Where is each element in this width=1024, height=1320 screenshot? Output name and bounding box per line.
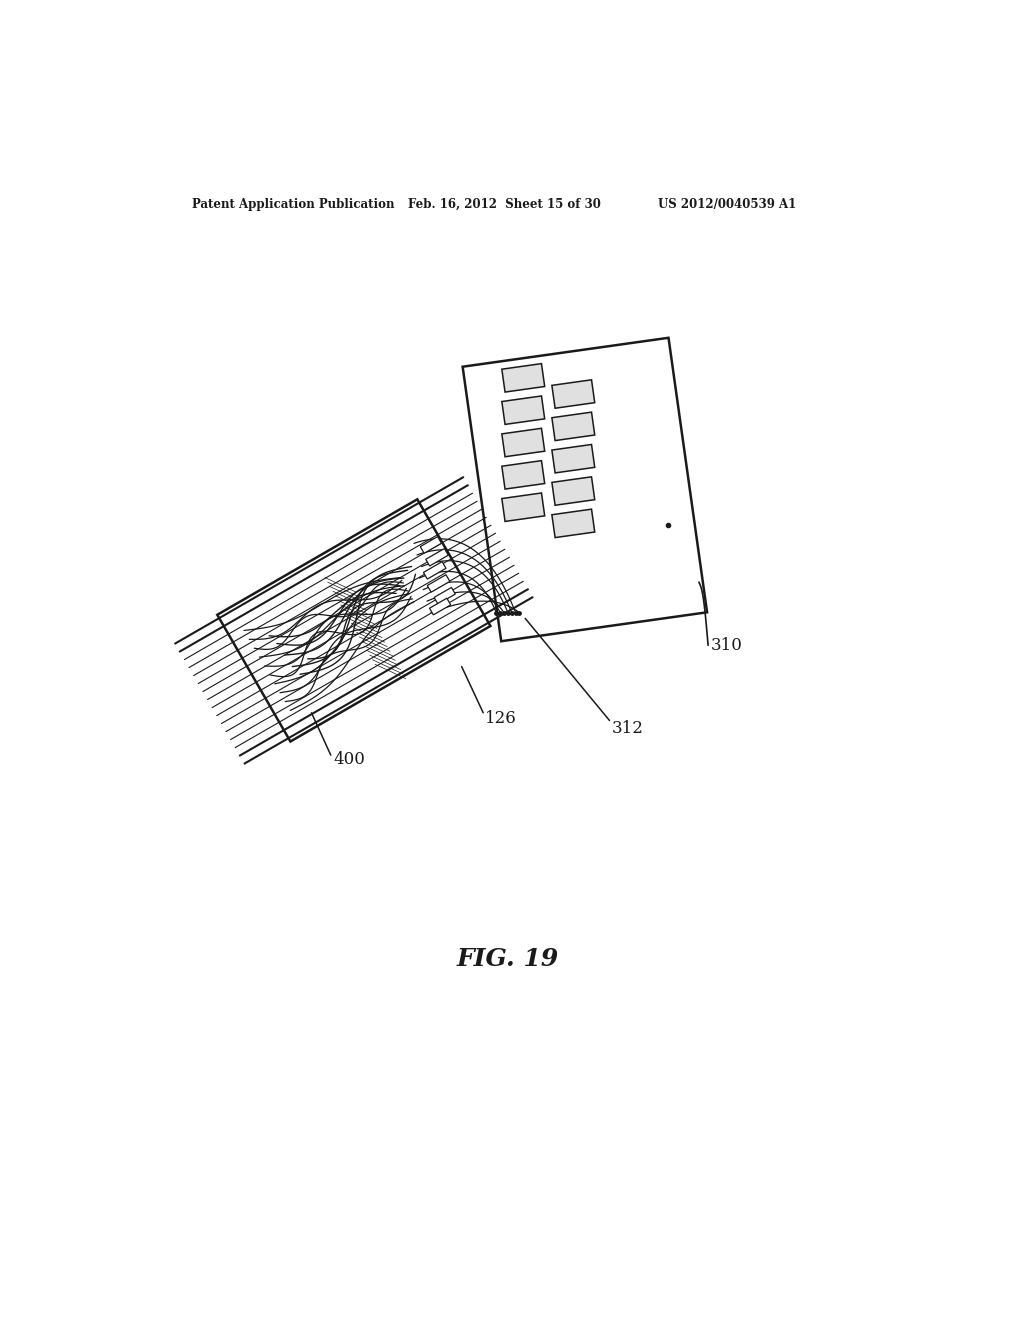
Text: FIG. 19: FIG. 19 — [457, 948, 559, 972]
Polygon shape — [427, 574, 450, 593]
Polygon shape — [502, 492, 545, 521]
Polygon shape — [429, 598, 451, 615]
Polygon shape — [502, 428, 545, 457]
Polygon shape — [463, 338, 708, 642]
Polygon shape — [552, 510, 595, 537]
Polygon shape — [426, 549, 449, 566]
Polygon shape — [502, 461, 545, 490]
Polygon shape — [434, 587, 456, 605]
Polygon shape — [217, 499, 490, 742]
Text: US 2012/0040539 A1: US 2012/0040539 A1 — [658, 198, 797, 211]
Text: 400: 400 — [333, 751, 365, 768]
Text: 310: 310 — [711, 638, 742, 655]
Text: Feb. 16, 2012  Sheet 15 of 30: Feb. 16, 2012 Sheet 15 of 30 — [408, 198, 601, 211]
Polygon shape — [552, 412, 595, 441]
Text: 312: 312 — [611, 719, 644, 737]
Polygon shape — [552, 380, 595, 408]
Polygon shape — [502, 363, 545, 392]
Polygon shape — [502, 396, 545, 425]
Polygon shape — [420, 537, 441, 553]
Text: 126: 126 — [484, 710, 516, 727]
Text: Patent Application Publication: Patent Application Publication — [193, 198, 394, 211]
Polygon shape — [552, 477, 595, 506]
Polygon shape — [552, 445, 595, 473]
Polygon shape — [424, 561, 446, 579]
